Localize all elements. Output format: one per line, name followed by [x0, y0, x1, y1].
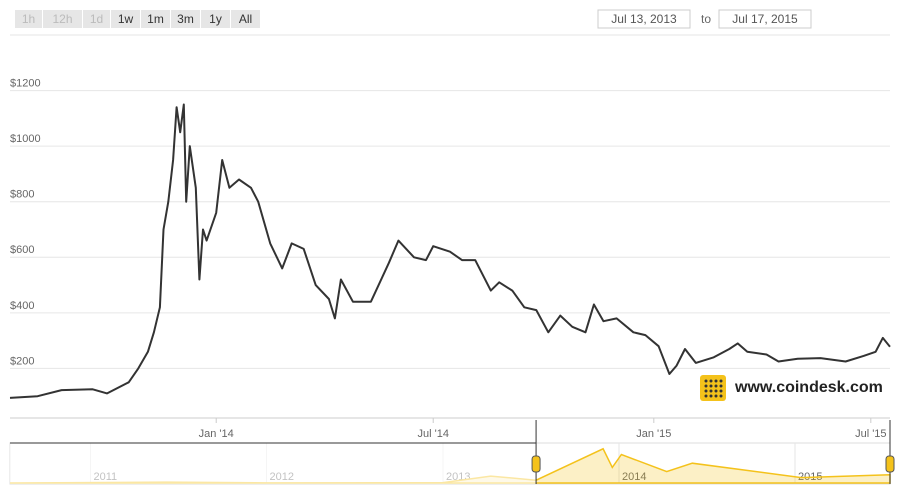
button-label: 1h — [22, 12, 35, 26]
x-tick-label: Jul '15 — [855, 428, 886, 440]
button-bg[interactable] — [141, 10, 170, 28]
from-date-text: Jul 13, 2013 — [611, 12, 677, 26]
y-tick-label: $400 — [10, 300, 34, 312]
range-button[interactable]: 1y — [201, 10, 230, 28]
range-button[interactable]: 12h — [43, 10, 82, 28]
range-button[interactable]: All — [231, 10, 260, 28]
button-label: 1m — [147, 12, 164, 26]
range-button[interactable]: 1m — [141, 10, 170, 28]
to-box[interactable] — [718, 9, 812, 29]
y-tick-label: $1000 — [10, 133, 41, 145]
toolbar: 1h 12h 1d 1w 1m 3m 1y All — [15, 10, 260, 28]
button-label: 1w — [118, 12, 134, 26]
nav-handle[interactable] — [531, 455, 541, 473]
x-tick-label: Jan '15 — [636, 428, 671, 440]
watermark: www.coindesk.com — [700, 375, 883, 401]
button-bg[interactable] — [83, 10, 110, 28]
nav-mask-left — [10, 443, 537, 484]
y-tick-label: $600 — [10, 244, 34, 256]
nav-handle[interactable] — [885, 455, 895, 473]
x-tick-label: Jul '14 — [417, 428, 448, 440]
button-label: All — [239, 12, 252, 26]
y-tick-label: $800 — [10, 189, 34, 201]
button-bg[interactable] — [43, 10, 82, 28]
range-button[interactable]: 3m — [171, 10, 200, 28]
nav-tick-label: 2014 — [622, 471, 646, 483]
to-date-text: Jul 17, 2015 — [732, 12, 798, 26]
button-bg[interactable] — [15, 10, 42, 28]
logo-text: www.coindesk.com — [734, 379, 883, 396]
x-tick-label: Jan '14 — [199, 428, 234, 440]
button-bg[interactable] — [111, 10, 140, 28]
range-button[interactable]: 1h — [15, 10, 42, 28]
button-label: 1y — [209, 12, 222, 26]
navigator: 20112012201320142015 — [9, 420, 895, 485]
button-label: 12h — [52, 12, 72, 26]
price-line — [9, 103, 891, 399]
y-tick-label: $1200 — [10, 77, 41, 89]
from-box[interactable] — [597, 9, 691, 29]
range-button[interactable]: 1w — [111, 10, 140, 28]
from-date[interactable]: Jul 13, 2013 — [597, 9, 691, 29]
y-tick-label: $200 — [10, 355, 34, 367]
logo-dots — [704, 379, 723, 398]
button-label: 1d — [90, 12, 103, 26]
to-label: to — [701, 12, 711, 26]
logo-icon — [700, 375, 726, 401]
to-date[interactable]: Jul 17, 2015 — [718, 9, 812, 29]
range-button[interactable]: 1d — [83, 10, 110, 28]
button-bg[interactable] — [201, 10, 230, 28]
button-bg[interactable] — [171, 10, 200, 28]
plot: $200 $400 $600 $800 $1000 $1200 Jan '14 Jul '14… — [9, 77, 891, 440]
button-bg[interactable] — [231, 10, 260, 28]
button-label: 3m — [177, 12, 194, 26]
